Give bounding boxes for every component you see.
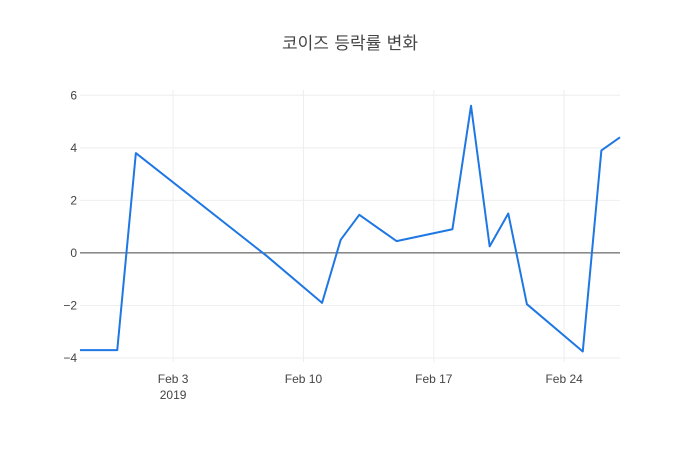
y-tick-label: 4 [70, 141, 77, 155]
y-tick-label: −2 [63, 298, 77, 312]
x-tick-label: Feb 24 [545, 372, 583, 386]
y-tick-label: 6 [70, 88, 77, 102]
x-year-label: 2019 [160, 388, 187, 402]
x-tick-label: Feb 3 [158, 372, 189, 386]
x-tick-label: Feb 10 [285, 372, 323, 386]
y-tick-label: −4 [63, 351, 77, 365]
y-tick-label: 2 [70, 193, 77, 207]
axes: 6 4 2 0 −2 −4 Feb 3 Feb 10 Feb 17 Feb 24 2019 [63, 88, 583, 402]
x-tick-label: Feb 17 [415, 372, 453, 386]
series-layer [80, 104, 621, 353]
y-tick-label: 0 [70, 246, 77, 260]
chart-title: 코이즈 등락률 변화 [282, 34, 418, 54]
series-line [80, 104, 621, 353]
